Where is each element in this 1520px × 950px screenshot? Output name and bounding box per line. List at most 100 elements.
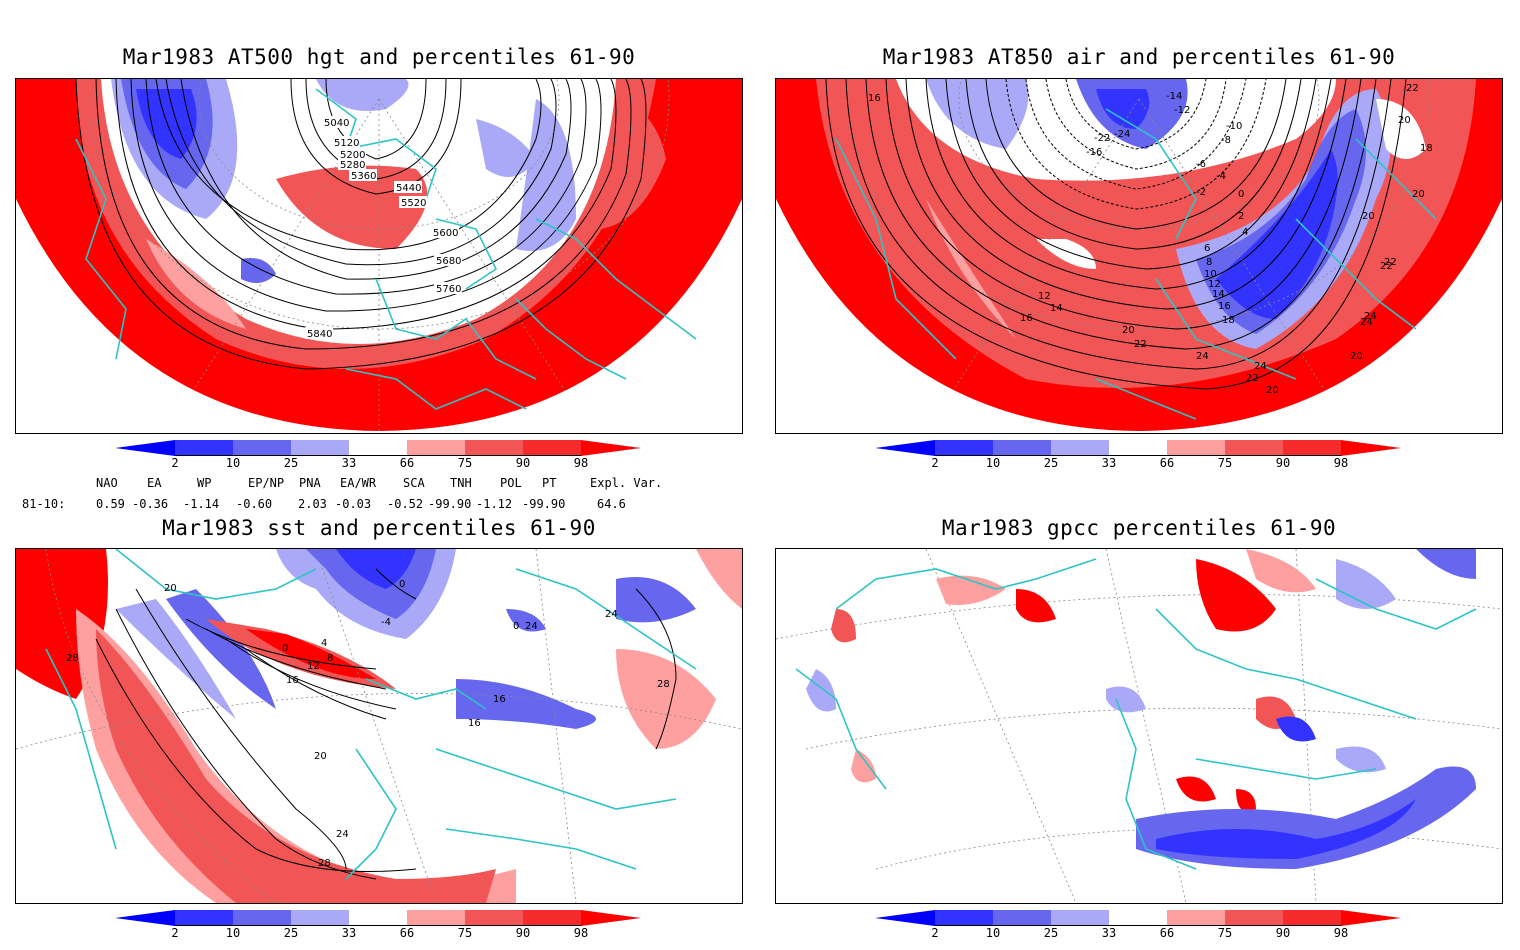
colorbar-sst: 2 10 25 33 66 75 90 98 [115, 910, 643, 950]
colorbar-swatch [291, 910, 349, 926]
colorbar-swatches [875, 440, 1401, 456]
sst-contours [95, 568, 677, 880]
contour-label: -4 [381, 617, 391, 628]
index-value: -1.12 [476, 497, 513, 511]
contour-label: -4 [1216, 171, 1226, 182]
index-header: Expl. Var. [590, 476, 663, 490]
colorbar-swatch [233, 440, 291, 456]
index-value: 64.6 [597, 497, 626, 511]
contour-label: 18 [1420, 143, 1433, 154]
colorbar-air850: 2 10 25 33 66 75 90 98 [875, 440, 1403, 480]
colorbar-tick-label: 10 [985, 926, 1001, 940]
colorbar-tick-label: 98 [1333, 456, 1349, 470]
colorbar-swatch [175, 910, 233, 926]
contour-label: 24 [1196, 351, 1209, 362]
colorbar-tick-label: 2 [171, 926, 179, 940]
coastlines [75, 88, 697, 410]
colorbar-hgt500: 2 10 25 33 66 75 90 98 [115, 440, 643, 480]
contour-label: -2 [1196, 187, 1206, 198]
colorbar-swatch [1051, 440, 1109, 456]
panel-title-sst: Mar1983 sst and percentiles 61-90 [162, 516, 596, 540]
map-panel-sst: 20 0 4 8 12 16 0 -4 24 28 20 24 28 16 16… [15, 548, 743, 904]
contour-label: 22 [1406, 83, 1419, 94]
colorbar-swatch [1225, 440, 1283, 456]
colorbar-tick-label: 25 [283, 456, 299, 470]
colorbar-tick-label: 75 [457, 926, 473, 940]
contour-label: 16 [286, 675, 299, 686]
index-header: SCA [403, 476, 425, 490]
colorbar-swatch [993, 910, 1051, 926]
contour-label: -10 [1226, 121, 1242, 132]
contour-label: 24 [1360, 317, 1373, 328]
contour-label: 20 [1122, 325, 1135, 336]
colorbar-swatch-below-2 [115, 910, 175, 926]
colorbar-swatch [1283, 910, 1341, 926]
index-value: 0.59 [96, 497, 125, 511]
colorbar-swatches [875, 910, 1401, 926]
colorbar-swatch [1051, 910, 1109, 926]
contour-label: 24 [1364, 311, 1377, 322]
colorbar-tick-label: 75 [457, 456, 473, 470]
colorbar-tick-label: 33 [341, 926, 357, 940]
colorbar-tick-label: 66 [1159, 926, 1175, 940]
graticule [16, 549, 742, 903]
index-header: EA/WR [340, 476, 377, 490]
panel-title-hgt500: Mar1983 AT500 hgt and percentiles 61-90 [122, 45, 636, 69]
colorbar-swatch-below-2 [875, 910, 935, 926]
colorbar-swatch-below-2 [875, 440, 935, 456]
index-value: -0.36 [132, 497, 169, 511]
contour-label: 10 [1204, 269, 1217, 280]
percentile-shading [806, 549, 1476, 869]
colorbar-swatch-above-98 [581, 440, 641, 456]
index-value: -0.60 [236, 497, 273, 511]
colorbar-tick-labels: 2 10 25 33 66 75 90 98 [875, 456, 1403, 472]
colorbar-tick-label: 10 [985, 456, 1001, 470]
air-contour-labels: 16 -14 -12 -10 -8 -6 -4 -2 0 2 4 6 8 10 … [868, 83, 1433, 396]
contour-label: 20 [1398, 115, 1411, 126]
percentile-shading [16, 549, 742, 903]
colorbar-tick-label: 33 [1101, 456, 1117, 470]
colorbar-swatch-above-98 [1341, 910, 1401, 926]
temperature-contours [825, 79, 1407, 390]
colorbar-tick-label: 98 [1333, 926, 1349, 940]
index-header: EP/NP [248, 476, 285, 490]
colorbar-tick-label: 90 [515, 456, 531, 470]
colorbar-swatch [465, 910, 523, 926]
map-panel-air850: 16 -14 -12 -10 -8 -6 -4 -2 0 2 4 6 8 10 … [775, 78, 1503, 434]
index-value: -0.03 [335, 497, 372, 511]
contour-label: 12 [1038, 291, 1051, 302]
colorbar-swatch [1225, 910, 1283, 926]
contour-label: 24 [1254, 361, 1267, 372]
contour-label: -22 [1094, 133, 1110, 144]
colorbar-tick-label: 2 [931, 926, 939, 940]
colorbar-tick-label: 98 [573, 456, 589, 470]
index-header: POL [500, 476, 522, 490]
graticule [848, 79, 1430, 431]
colorbar-swatch [523, 910, 581, 926]
contour-label: 22 [1246, 373, 1259, 384]
contour-label: 4 [321, 638, 327, 649]
colorbar-tick-label: 2 [931, 456, 939, 470]
height-contours [75, 79, 647, 370]
map-panel-gpcc [775, 548, 1503, 904]
colorbar-swatch [175, 440, 233, 456]
contour-label: -24 [1114, 129, 1130, 140]
colorbar-tick-label: 90 [1275, 456, 1291, 470]
contour-label: 14 [1212, 289, 1225, 300]
colorbar-tick-labels: 2 10 25 33 66 75 90 98 [115, 456, 643, 472]
colorbar-swatch-above-98 [581, 910, 641, 926]
contour-label: 5360 [351, 171, 376, 182]
colorbar-gpcc: 2 10 25 33 66 75 90 98 [875, 910, 1403, 950]
colorbar-swatch [233, 910, 291, 926]
colorbar-tick-label: 66 [399, 456, 415, 470]
contour-label: 8 [1206, 257, 1212, 268]
contour-label: 20 [314, 751, 327, 762]
contour-label: 2 [1238, 211, 1244, 222]
colorbar-tick-label: 75 [1217, 926, 1233, 940]
contour-label: 16 [493, 694, 506, 705]
colorbar-tick-label: 2 [171, 456, 179, 470]
contour-label: 28 [318, 858, 331, 869]
contour-label: 0 [399, 579, 405, 590]
colorbar-tick-label: 33 [1101, 926, 1117, 940]
colorbar-tick-labels: 2 10 25 33 66 75 90 98 [875, 926, 1403, 942]
